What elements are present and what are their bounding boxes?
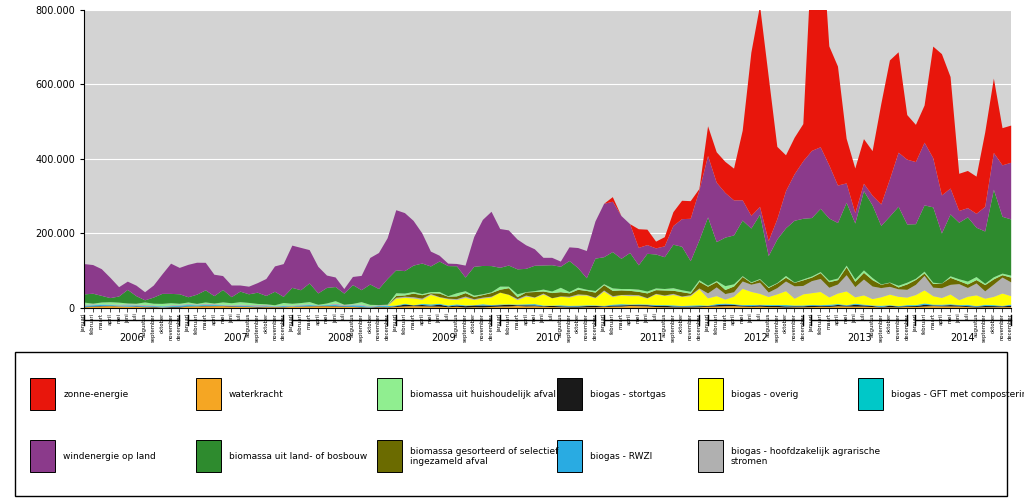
Text: biogas - hoofdzakelijk agrarische
stromen: biogas - hoofdzakelijk agrarische strome… xyxy=(731,446,880,466)
Text: 2011: 2011 xyxy=(639,333,664,343)
Bar xyxy=(858,378,884,410)
Text: biogas - stortgas: biogas - stortgas xyxy=(590,390,666,399)
Text: 2009: 2009 xyxy=(431,333,456,343)
Text: biomassa uit land- of bosbouw: biomassa uit land- of bosbouw xyxy=(229,452,368,460)
Text: 2014: 2014 xyxy=(950,333,976,343)
Text: biogas - overig: biogas - overig xyxy=(731,390,798,399)
Text: biogas - RWZI: biogas - RWZI xyxy=(590,452,652,460)
Text: biomassa gesorteerd of selectief
ingezameld afval: biomassa gesorteerd of selectief ingezam… xyxy=(410,446,558,466)
Text: 2010: 2010 xyxy=(535,333,560,343)
Text: windenergie op land: windenergie op land xyxy=(63,452,157,460)
Text: zonne-energie: zonne-energie xyxy=(63,390,129,399)
Text: 2008: 2008 xyxy=(327,333,352,343)
Text: biomassa uit huishoudelijk afval: biomassa uit huishoudelijk afval xyxy=(410,390,556,399)
Bar xyxy=(557,440,583,472)
Bar xyxy=(196,378,221,410)
Text: biogas - GFT met compostering: biogas - GFT met compostering xyxy=(891,390,1024,399)
Bar xyxy=(31,440,55,472)
Text: 2013: 2013 xyxy=(847,333,871,343)
Bar xyxy=(697,378,723,410)
Bar xyxy=(557,378,583,410)
Text: 2006: 2006 xyxy=(119,333,144,343)
Bar xyxy=(377,378,401,410)
Text: 2012: 2012 xyxy=(742,333,768,343)
Bar xyxy=(697,440,723,472)
Text: 2007: 2007 xyxy=(223,333,248,343)
Bar xyxy=(31,378,55,410)
Bar xyxy=(196,440,221,472)
Text: waterkracht: waterkracht xyxy=(229,390,284,399)
Bar xyxy=(377,440,401,472)
